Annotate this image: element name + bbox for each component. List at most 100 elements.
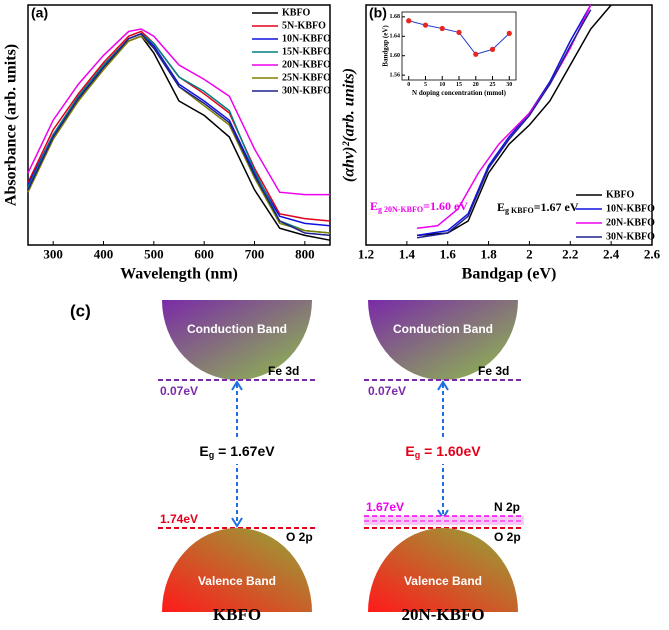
annotation: Eg 20N-KBFO=1.60 eV <box>370 199 468 214</box>
level-label: 1.74eV <box>160 512 198 526</box>
y-axis-label: Bandgap (eV) <box>382 25 390 67</box>
x-tick-label: 1.6 <box>440 246 457 261</box>
annotation-subscript: g 20N-KBFO <box>378 205 423 214</box>
y-axis-label: (αhν)²(arb. units) <box>341 68 358 182</box>
annotation-main: E <box>370 199 378 213</box>
panel-label: (c) <box>70 301 91 320</box>
sample-name: 20N-KBFO <box>401 605 484 624</box>
legend-label: 30N-KBFO <box>282 85 331 96</box>
x-tick-label: 400 <box>94 246 114 261</box>
legend-label: KBFO <box>282 7 311 18</box>
x-tick-label: 2.6 <box>644 246 661 261</box>
x-tick-label: 5 <box>424 82 427 88</box>
series-line <box>417 4 612 237</box>
band-label: Conduction Band <box>187 322 287 336</box>
chart-panel: 0 5 10 15 20 25 30 1.56 1.60 1.64 1.68 N doping con… <box>382 11 517 97</box>
legend-label: 25N-KBFO <box>282 72 331 83</box>
x-tick-label: 30 <box>506 82 512 88</box>
orbital-label: N 2p <box>494 500 520 514</box>
gap-value: = 1.60eV <box>420 443 481 459</box>
band-label: Valence Band <box>198 574 276 588</box>
panel-label: (b) <box>369 5 387 21</box>
band-diagram: Conduction Band Fe 3d 0.07eV Eg = 1.67eV… <box>158 300 318 624</box>
x-tick-label: 500 <box>144 246 164 261</box>
orbital-label: Fe 3d <box>478 364 509 378</box>
gap-value: = 1.67eV <box>214 443 275 459</box>
y-tick-label: 1.60 <box>390 53 401 59</box>
valence-band <box>162 528 312 612</box>
label-bg <box>188 440 286 464</box>
orbital-label: O 2p <box>494 530 521 544</box>
annotation-main: E <box>497 200 505 214</box>
data-point <box>406 18 412 24</box>
x-tick-label: 10 <box>439 82 445 88</box>
legend-label: 20N-KBFO <box>606 217 655 228</box>
sample-name: KBFO <box>213 605 261 624</box>
x-tick-label: 25 <box>490 82 496 88</box>
series-line <box>27 32 331 237</box>
level-label: 0.07eV <box>160 384 198 398</box>
band-label: Valence Band <box>404 574 482 588</box>
x-tick-label: 800 <box>295 246 315 261</box>
x-tick-label: 600 <box>194 246 214 261</box>
data-point <box>473 51 479 57</box>
x-axis-label: Bandgap (eV) <box>462 265 557 282</box>
x-tick-label: 2 <box>526 246 533 261</box>
x-tick-label: 2.2 <box>562 246 578 261</box>
arrowheads <box>231 380 243 528</box>
orbital-label: O 2p <box>286 530 313 544</box>
y-tick-label: 1.68 <box>390 14 401 20</box>
data-point <box>422 22 429 28</box>
series-line <box>416 4 592 229</box>
valence-band <box>368 528 518 612</box>
legend-label: 20N-KBFO <box>282 59 331 70</box>
gap-symbol: E <box>405 443 414 459</box>
y-tick-label: 1.56 <box>390 73 401 79</box>
conduction-band <box>162 300 312 380</box>
label-bg <box>394 440 492 464</box>
annotation-tail: =1.60 eV <box>423 199 468 213</box>
band-label: Conduction Band <box>393 322 493 336</box>
series-line <box>27 28 330 196</box>
x-tick-label: 1.2 <box>358 246 374 261</box>
data-point <box>489 46 496 53</box>
data-point <box>439 25 445 32</box>
plot-frame <box>401 11 517 81</box>
legend-label: 30N-KBFO <box>606 231 655 242</box>
gap-label: Eg = 1.67eV <box>199 443 275 461</box>
annotation-tail: =1.67 eV <box>534 200 579 214</box>
level-label: 1.67eV <box>366 500 404 514</box>
x-tick-label: 0 <box>407 82 410 88</box>
series-line <box>416 4 592 237</box>
x-tick-label: 20 <box>473 82 479 88</box>
y-axis-label: Absorbance (arb. units) <box>3 44 20 206</box>
x-axis-label: Wavelength (nm) <box>120 265 238 282</box>
x-tick-label: 700 <box>245 246 265 261</box>
gap-symbol: E <box>199 443 208 459</box>
y-tick-label: 1.64 <box>390 34 401 40</box>
x-tick-label: 300 <box>43 246 63 261</box>
legend-label: 15N-KBFO <box>282 46 331 57</box>
legend-label: 5N-KBFO <box>282 20 326 31</box>
band-diagram: Conduction Band Fe 3d 0.07eV Eg = 1.60eV… <box>364 300 524 624</box>
legend-label: 10N-KBFO <box>282 33 331 44</box>
legend-label: KBFO <box>606 189 635 200</box>
data-point <box>456 29 462 35</box>
x-axis-label: N doping concentration (mmol) <box>412 89 507 97</box>
chart-panel: 300 400 500 600 700 800 Wavelength (nm) Absorba… <box>3 4 331 282</box>
gap-label: Eg = 1.60eV <box>405 443 481 461</box>
x-tick-label: 2.4 <box>603 246 620 261</box>
x-tick-label: 15 <box>456 82 462 88</box>
panel-label: (a) <box>31 5 48 21</box>
legend-label: 10N-KBFO <box>606 203 655 214</box>
gap-subscript: g <box>415 450 421 460</box>
data-point <box>506 30 512 36</box>
series-line <box>416 9 592 239</box>
annotation-subscript: g KBFO <box>505 206 534 215</box>
x-tick-label: 1.4 <box>399 246 416 261</box>
annotation: Eg KBFO=1.67 eV <box>497 200 579 215</box>
gap-subscript: g <box>209 450 215 460</box>
x-tick-label: 1.8 <box>480 246 497 261</box>
plot-frame <box>27 4 331 246</box>
